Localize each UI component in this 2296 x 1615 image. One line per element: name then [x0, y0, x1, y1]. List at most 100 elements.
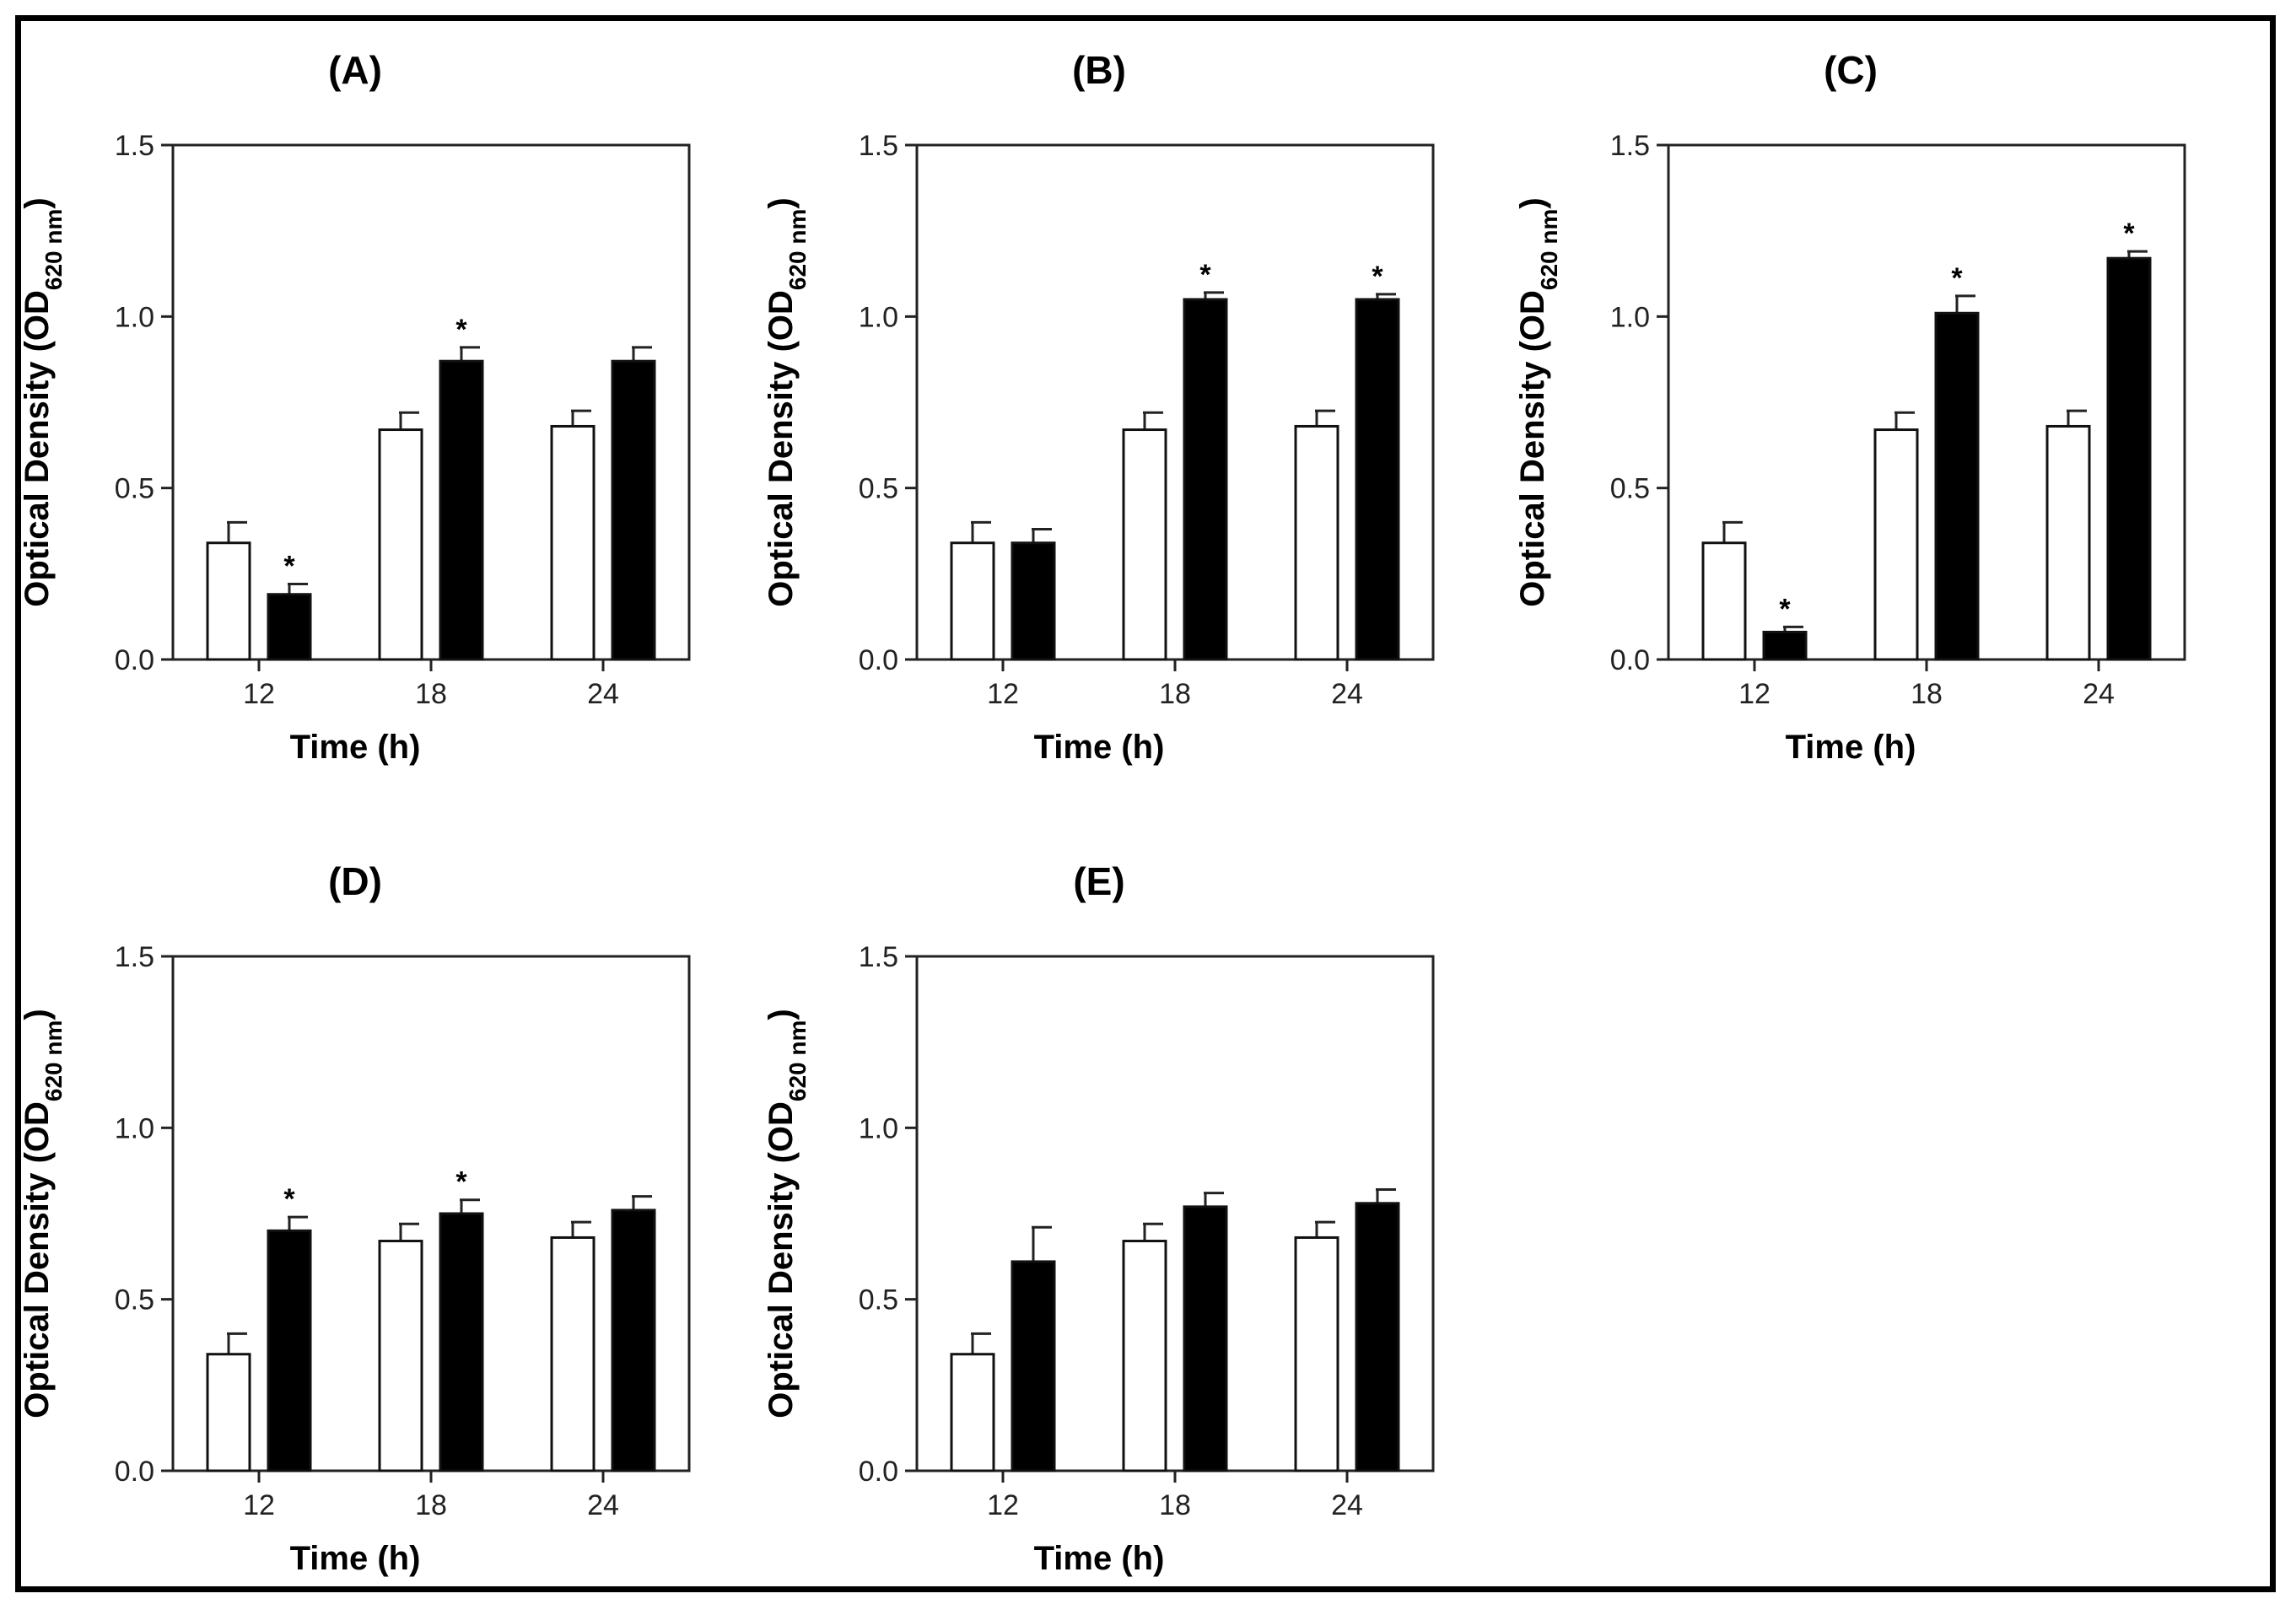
y-axis-label-subscript: 620 nm — [784, 209, 811, 291]
x-tick-label: 12 — [1738, 678, 1771, 710]
y-axis-label-subscript: 620 nm — [40, 1020, 67, 1102]
significance-star: * — [1199, 259, 1211, 291]
x-axis-label: Time (h) — [290, 729, 421, 766]
y-tick-label: 0.0 — [115, 644, 154, 676]
bar-filled — [2106, 256, 2152, 661]
bar-filled — [439, 1212, 484, 1472]
y-axis-label: Optical Density (OD620 nm) — [19, 197, 67, 606]
panel-title: (D) — [328, 859, 382, 903]
y-tick-label: 0.5 — [859, 473, 898, 505]
panel-title: (E) — [1073, 859, 1124, 903]
y-tick-label: 1.5 — [859, 130, 898, 162]
bar-filled — [1183, 1205, 1228, 1472]
bar-filled — [1355, 1202, 1400, 1472]
bar-open — [950, 1353, 995, 1472]
bar-open — [550, 1235, 596, 1472]
y-axis-label-main: Optical Density (OD — [763, 290, 800, 607]
y-tick-label: 1.5 — [115, 130, 154, 162]
y-axis-label: Optical Density (OD620 nm) — [19, 1009, 67, 1418]
x-tick-label: 24 — [1331, 678, 1363, 710]
y-tick-label: 0.0 — [859, 644, 898, 676]
bar-filled — [1934, 311, 1980, 661]
bar-open — [1294, 424, 1339, 661]
y-tick-label: 1.0 — [859, 301, 898, 333]
bar-open — [1873, 428, 1919, 661]
significance-star: * — [2123, 218, 2135, 250]
y-axis-label-subscript: 620 nm — [40, 209, 67, 291]
bar-open — [1122, 1240, 1167, 1472]
significance-star: * — [455, 314, 467, 346]
chart-panel-b: (B) 0.0 0.5 1.0 1.5 Optical Density (OD620 nm… — [763, 48, 1435, 766]
y-tick-label: 0.0 — [859, 1456, 898, 1488]
significance-star: * — [1951, 262, 1963, 294]
y-tick-label: 1.5 — [1610, 130, 1650, 162]
chart-panel-d: (D) 0.0 0.5 1.0 1.5 Optical Density (OD620 nm… — [19, 859, 691, 1577]
y-axis-label-end: ) — [763, 197, 800, 208]
x-tick-label: 24 — [587, 1489, 619, 1521]
y-axis-label-main: Optical Density (OD — [1514, 290, 1551, 607]
x-tick-label: 12 — [243, 1489, 275, 1521]
significance-star: * — [1372, 261, 1383, 293]
chart-panel-e: (E) 0.0 0.5 1.0 1.5 Optical Density (OD620 nm… — [763, 859, 1435, 1577]
panel-title: (C) — [1824, 48, 1878, 92]
x-tick-label: 18 — [1159, 678, 1191, 710]
x-axis-label: Time (h) — [1786, 729, 1916, 766]
y-axis-label-end: ) — [19, 1009, 56, 1020]
y-tick-label: 0.5 — [1610, 473, 1650, 505]
y-axis-label: Optical Density (OD620 nm) — [1514, 197, 1562, 606]
y-tick-label: 0.0 — [115, 1456, 154, 1488]
y-tick-label: 0.5 — [115, 1284, 154, 1316]
y-axis-label: Optical Density (OD620 nm) — [763, 197, 811, 606]
x-tick-label: 24 — [2083, 678, 2115, 710]
bar-filled — [439, 359, 484, 661]
x-tick-label: 18 — [415, 678, 447, 710]
bar-open — [1701, 541, 1747, 661]
x-tick-label: 18 — [1911, 678, 1943, 710]
y-axis-label-main: Optical Density (OD — [763, 1101, 800, 1419]
y-tick-label: 1.5 — [859, 941, 898, 973]
x-tick-label: 12 — [987, 1489, 1019, 1521]
x-tick-label: 18 — [415, 1489, 447, 1521]
y-tick-label: 1.0 — [1610, 301, 1650, 333]
bar-open — [206, 1353, 251, 1472]
significance-star: * — [283, 551, 295, 583]
y-tick-label: 0.0 — [1610, 644, 1650, 676]
bar-filled — [267, 593, 312, 661]
bar-filled — [1011, 1260, 1056, 1472]
y-axis-label-subscript: 620 nm — [1536, 209, 1562, 291]
x-tick-label: 24 — [587, 678, 619, 710]
x-axis-label: Time (h) — [1034, 729, 1165, 766]
bar-filled — [1011, 541, 1056, 661]
x-tick-label: 12 — [243, 678, 275, 710]
panel-title: (A) — [328, 48, 382, 92]
bar-filled — [611, 359, 656, 661]
bar-open — [1294, 1235, 1339, 1472]
y-tick-label: 0.5 — [859, 1284, 898, 1316]
chart-panel-c: (C) 0.0 0.5 1.0 1.5 Optical Density (OD620 nm… — [1514, 48, 2186, 766]
y-axis-label-end: ) — [19, 197, 56, 208]
bar-open — [206, 541, 251, 661]
x-tick-label: 24 — [1331, 1489, 1363, 1521]
bar-filled — [1183, 298, 1228, 661]
y-tick-label: 0.5 — [115, 473, 154, 505]
bar-open — [2045, 424, 2091, 661]
bar-open — [550, 424, 596, 661]
y-tick-label: 1.0 — [115, 1112, 154, 1144]
y-tick-label: 1.0 — [115, 301, 154, 333]
y-axis-label-main: Optical Density (OD — [19, 1101, 56, 1419]
bar-open — [378, 428, 423, 661]
x-tick-label: 18 — [1159, 1489, 1191, 1521]
y-tick-label: 1.0 — [859, 1112, 898, 1144]
bar-filled — [1762, 630, 1808, 661]
x-axis-label: Time (h) — [290, 1540, 421, 1577]
x-axis-label: Time (h) — [1034, 1540, 1165, 1577]
bar-filled — [1355, 298, 1400, 661]
y-axis-label-main: Optical Density (OD — [19, 290, 56, 607]
chart-panel-a: (A) 0.0 0.5 1.0 1.5 Optical Density (OD620 nm… — [19, 48, 691, 766]
panel-title: (B) — [1072, 48, 1126, 92]
x-tick-label: 12 — [987, 678, 1019, 710]
y-axis-label: Optical Density (OD620 nm) — [763, 1009, 811, 1418]
y-axis-label-end: ) — [1514, 197, 1551, 208]
bar-filled — [267, 1229, 312, 1472]
